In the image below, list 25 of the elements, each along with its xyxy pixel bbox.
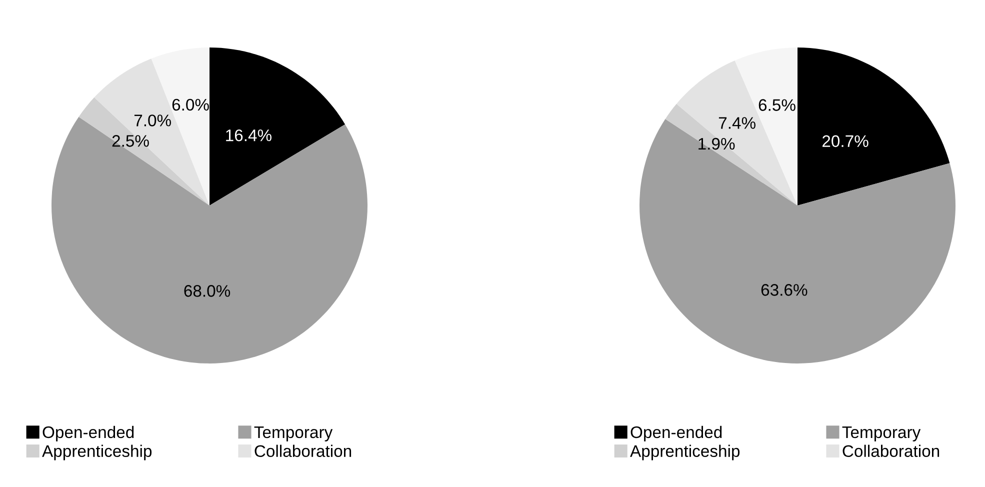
pie-slice [94, 58, 210, 206]
data-label: 68.0% [184, 285, 230, 297]
data-label: 7.0% [134, 114, 172, 126]
data-label: 16.4% [226, 129, 272, 142]
legend-label: Collaboration [254, 444, 352, 458]
pie-slice [640, 119, 956, 364]
data-label: 6.0% [172, 98, 209, 111]
data-label: 1.9% [698, 138, 735, 150]
data-label: 6.5% [758, 99, 796, 111]
legend-label: Apprenticeship [630, 444, 740, 460]
legend-label: Apprenticeship [42, 444, 152, 460]
data-label: 7.4% [718, 117, 756, 129]
pie-slice [676, 60, 798, 206]
pie-slice [52, 116, 368, 364]
pie-slice [78, 97, 210, 206]
legend-label: Open-ended [630, 426, 722, 442]
legend-label: Collaboration [842, 444, 940, 458]
pie-slice [798, 48, 950, 206]
data-label: 20.7% [822, 135, 868, 148]
legend-label: Temporary [254, 426, 333, 442]
data-label: 63.6% [761, 284, 808, 296]
legend-label: Temporary [842, 426, 921, 442]
data-label: 2.5% [112, 135, 149, 147]
pie-slice [210, 48, 346, 206]
legend-label: Open-ended [42, 426, 134, 442]
